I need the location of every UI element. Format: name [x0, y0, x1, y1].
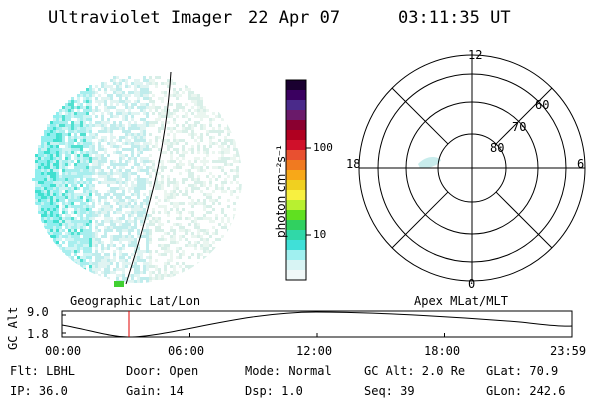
colorbar-cell: [286, 190, 306, 201]
mlat-label-80: 80: [490, 141, 505, 155]
time-label: 03:11:35 UT: [398, 8, 511, 28]
colorbar-cell: [286, 220, 306, 231]
colorbar-cell: [286, 100, 306, 111]
orbit-y-tick-1-8: 1.8: [27, 327, 49, 341]
orbit-y-tick-9: 9.0: [27, 305, 49, 319]
colorbar-cell: [286, 160, 306, 171]
bright-spot: [114, 281, 124, 287]
colorbar-cell: [286, 130, 306, 141]
colorbar-cell: [286, 110, 306, 121]
colorbar: [285, 79, 311, 281]
info-seq: Seq: 39: [364, 384, 415, 398]
colorbar-cell: [286, 120, 306, 131]
orbit-x-tick-0600: 06:00: [168, 344, 205, 358]
mlt-label-18: 18: [346, 157, 361, 171]
colorbar-tick-10: 10: [313, 228, 327, 241]
globe-emission-image: [32, 73, 242, 283]
colorbar-cell: [286, 140, 306, 151]
info-gc-alt: GC Alt: 2.0 Re: [364, 364, 466, 378]
colorbar-cell: [286, 210, 306, 221]
orbit-x-tick-2359: 23:59: [550, 344, 587, 358]
geographic-globe-panel: [32, 71, 242, 287]
colorbar-unit-label: photon cm⁻²s⁻¹: [274, 145, 288, 238]
orbit-x-tick-1800: 18:00: [424, 344, 461, 358]
orbit-altitude-plot: [61, 310, 573, 338]
orbit-x-tick-0000: 00:00: [45, 344, 82, 358]
info-gain: Gain: 14: [126, 384, 184, 398]
info-filter: Flt: LBHL: [10, 364, 76, 378]
colorbar-cell: [286, 80, 306, 91]
colorbar-cell: [286, 90, 306, 101]
colorbar-cell: [286, 240, 306, 251]
mlt-label-12: 12: [468, 48, 483, 62]
orbit-y-title: GC Alt: [6, 306, 20, 350]
colorbar-cell: [286, 170, 306, 181]
mlat-label-70: 70: [512, 120, 527, 134]
terminator-line: [125, 71, 172, 285]
polar-diagonal-line: [391, 191, 449, 249]
info-dsp: Dsp: 1.0: [245, 384, 303, 398]
info-ip: IP: 36.0: [10, 384, 68, 398]
colorbar-cell: [286, 180, 306, 191]
colorbar-cell: [286, 260, 306, 271]
info-glon: GLon: 242.6: [486, 384, 566, 398]
apex-label: Apex MLat/MLT: [414, 294, 508, 308]
polar-diagonal-line: [495, 87, 553, 145]
info-mode: Mode: Normal: [245, 364, 332, 378]
polar-plot: [358, 54, 586, 282]
orbit-x-tick-1200: 12:00: [296, 344, 333, 358]
colorbar-cell: [286, 200, 306, 211]
mlt-label-0: 0: [468, 277, 476, 291]
polar-diagonal-line: [495, 191, 553, 249]
date-label: 22 Apr 07: [248, 8, 341, 28]
mlt-label-6: 6: [577, 157, 585, 171]
mlat-label-60: 60: [535, 98, 550, 112]
colorbar-tick-100: 100: [313, 141, 333, 154]
colorbar-cell: [286, 230, 306, 241]
colorbar-cell: [286, 270, 306, 281]
colorbar-cell: [286, 250, 306, 261]
info-door: Door: Open: [126, 364, 199, 378]
polar-emission-patch: [418, 156, 441, 169]
colorbar-cell: [286, 150, 306, 161]
altitude-curve: [61, 311, 573, 338]
geographic-label: Geographic Lat/Lon: [70, 294, 201, 308]
polar-diagonal-line: [391, 87, 449, 145]
info-glat: GLat: 70.9: [486, 364, 559, 378]
instrument-title: Ultraviolet Imager: [48, 8, 233, 28]
